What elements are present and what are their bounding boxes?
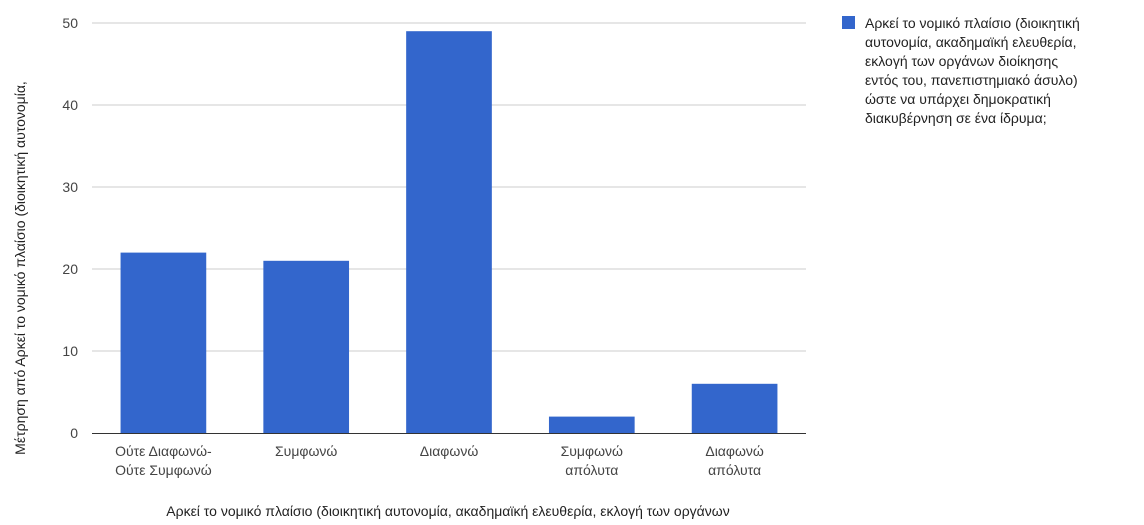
legend-label-line: αυτονομία, ακαδημαϊκή ελευθερία, [865,34,1076,50]
legend-label-line: εντός του, πανεπιστημιακό άσυλο) [865,72,1078,88]
x-tick-label: Ούτε Διαφωνώ- [115,443,212,459]
y-tick-label: 50 [62,15,78,31]
legend-label: Αρκεί το νομικό πλαίσιο (διοικητική αυτον… [865,15,1080,126]
bar [120,252,207,433]
bar [263,260,350,433]
x-tick-label: Διαφωνώ [705,443,764,459]
y-tick-label: 20 [62,261,78,277]
y-tick-label: 10 [62,343,78,359]
y-tick-label: 0 [70,425,78,441]
legend-label-line: εκλογή των οργάνων διοίκησης [865,53,1058,69]
x-tick-label: απόλυτα [565,462,618,478]
legend-swatch [842,16,855,29]
bar [691,383,778,433]
bar [406,31,492,433]
y-tick-label: 30 [62,179,78,195]
x-tick-label: Συμφωνώ [561,443,623,459]
x-tick-label: Ούτε Συμφωνώ [115,462,212,478]
legend-label-line: ώστε να υπάρχει δημοκρατική [865,91,1051,107]
x-tick-label: απόλυτα [708,462,761,478]
bar [548,416,635,433]
legend: Αρκεί το νομικό πλαίσιο (διοικητική αυτον… [842,15,1080,126]
legend-label-line: Αρκεί το νομικό πλαίσιο (διοικητική [865,15,1080,31]
bars [120,31,778,433]
x-tick-label: Συμφωνώ [275,443,337,459]
y-tick-label: 40 [62,97,78,113]
legend-label-line: διακυβέρνηση σε ένα ίδρυμα; [865,110,1047,126]
y-tick-labels: 0 10 20 30 40 50 [62,15,78,441]
y-axis-title: Μέτρηση από Αρκεί το νομικό πλαίσιο (διο… [12,81,28,455]
x-axis-title: Αρκεί το νομικό πλαίσιο (διοικητική αυτο… [166,503,729,519]
x-tick-labels: Ούτε Διαφωνώ- Ούτε Συμφωνώ Συμφωνώ Διαφωνώ Σ… [115,443,764,478]
x-tick-label: Διαφωνώ [420,443,479,459]
